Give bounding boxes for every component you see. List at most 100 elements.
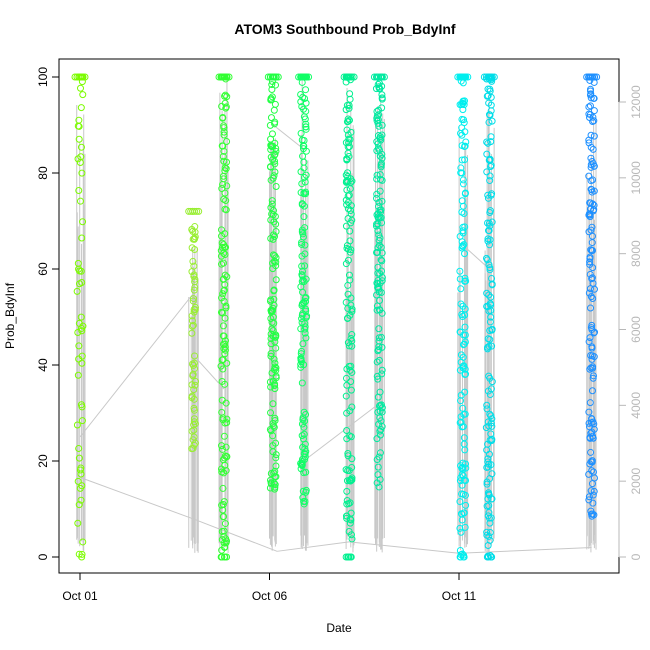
data-point	[221, 164, 229, 172]
data-point	[589, 264, 597, 272]
data-point	[220, 131, 228, 139]
data-point	[348, 455, 356, 463]
y2-tick-label: 4000	[629, 392, 643, 419]
data-point	[302, 468, 310, 476]
data-point	[375, 483, 383, 491]
data-point	[218, 377, 226, 385]
data-point	[270, 73, 278, 81]
data-point	[79, 91, 87, 99]
data-point	[590, 132, 598, 140]
data-point	[77, 496, 85, 504]
data-point	[593, 73, 601, 81]
data-point	[188, 317, 196, 325]
data-point	[344, 169, 352, 177]
data-point	[218, 294, 226, 302]
data-point	[590, 487, 598, 495]
data-point	[271, 414, 279, 422]
data-point	[343, 244, 351, 252]
data-point	[377, 256, 385, 264]
data-point	[299, 145, 307, 153]
y2-tick-label: 8000	[629, 240, 643, 267]
data-point	[458, 238, 466, 246]
data-point	[300, 173, 308, 181]
data-point	[219, 152, 227, 160]
data-point	[462, 476, 470, 484]
data-point	[191, 245, 199, 253]
data-point	[300, 498, 308, 506]
data-point	[79, 73, 87, 81]
data-point	[375, 337, 383, 345]
data-point	[464, 73, 472, 81]
sequence-connector	[277, 541, 350, 552]
data-point	[587, 448, 595, 456]
data-point	[585, 136, 593, 144]
data-point	[77, 153, 85, 161]
data-point	[78, 550, 86, 558]
data-point	[377, 426, 385, 434]
data-point	[462, 501, 470, 509]
data-point	[219, 142, 227, 150]
data-point	[346, 227, 354, 235]
data-points	[71, 73, 601, 561]
data-point	[376, 171, 384, 179]
data-point	[589, 434, 597, 442]
data-point	[461, 250, 469, 258]
data-point	[222, 399, 230, 407]
data-point	[376, 133, 384, 141]
data-point	[221, 520, 229, 528]
data-point	[348, 474, 356, 482]
data-point	[301, 73, 309, 81]
data-point	[585, 470, 593, 478]
data-point	[589, 176, 597, 184]
data-point	[588, 223, 596, 231]
data-point	[375, 111, 383, 119]
data-point	[375, 453, 383, 461]
data-point	[485, 450, 493, 458]
data-point	[221, 543, 229, 551]
data-point	[188, 392, 196, 400]
data-point	[77, 104, 85, 112]
data-point	[461, 311, 469, 319]
data-point	[301, 178, 309, 186]
data-point	[298, 357, 306, 365]
data-point	[271, 385, 279, 393]
data-point	[189, 444, 197, 452]
chart-title: ATOM3 Southbound Prob_BdyInf	[234, 21, 455, 37]
data-point	[486, 410, 494, 418]
data-point	[459, 466, 467, 474]
data-point	[301, 325, 309, 333]
data-point	[267, 470, 275, 478]
data-point	[75, 342, 83, 350]
data-point	[300, 113, 308, 121]
data-point	[301, 453, 309, 461]
data-point	[488, 117, 496, 125]
data-point	[487, 412, 495, 420]
data-point	[591, 73, 599, 81]
data-point	[373, 114, 381, 122]
data-point	[459, 553, 467, 561]
data-point	[219, 484, 227, 492]
data-point	[461, 142, 469, 150]
data-point	[373, 435, 381, 443]
data-point	[191, 381, 199, 389]
data-point	[267, 335, 275, 343]
data-point	[266, 484, 274, 492]
data-point	[488, 435, 496, 443]
y2-tick-label: 0	[629, 553, 643, 560]
data-point	[485, 261, 493, 269]
data-point	[219, 456, 227, 464]
data-point	[217, 226, 225, 234]
data-point	[586, 254, 594, 262]
data-point	[376, 234, 384, 242]
data-point	[587, 419, 595, 427]
data-point	[376, 135, 384, 143]
data-point	[267, 146, 275, 154]
data-point	[373, 279, 381, 287]
data-point	[458, 510, 466, 518]
data-point	[586, 102, 594, 110]
data-point	[461, 323, 469, 331]
sequence-lines	[76, 78, 597, 554]
data-point	[585, 103, 593, 111]
data-point	[487, 133, 495, 141]
data-point	[223, 415, 231, 423]
